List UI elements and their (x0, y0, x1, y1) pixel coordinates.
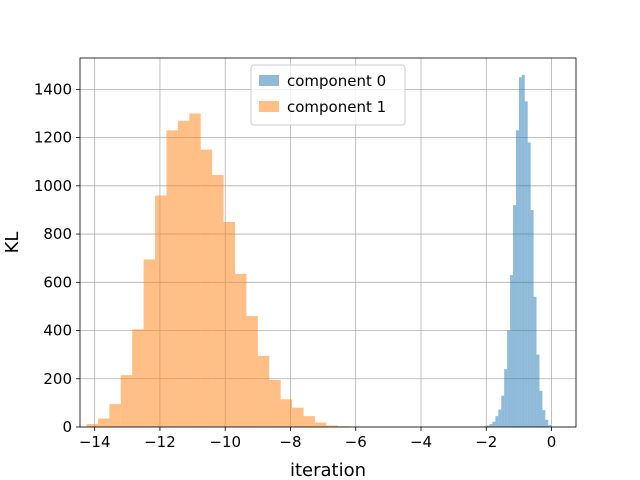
histogram-bar (143, 259, 156, 427)
histogram-bar (548, 425, 552, 427)
histogram-bar (200, 149, 213, 427)
histogram-bar (495, 416, 499, 427)
x-tick-label: −2 (475, 433, 497, 451)
x-axis-label: iteration (290, 460, 366, 480)
histogram-bar (536, 354, 540, 427)
histogram-bar (257, 355, 270, 427)
histogram-bar (515, 130, 519, 427)
histogram-bar (513, 205, 516, 427)
histogram-bar (539, 390, 543, 427)
histogram-bar (235, 273, 247, 427)
histogram-bar (542, 410, 546, 427)
histogram-bar (545, 419, 549, 427)
histogram-bar (521, 74, 525, 427)
histogram-bar (504, 369, 508, 427)
histogram-bar (280, 399, 293, 427)
histogram-bar (489, 424, 493, 427)
series-0-bars (483, 74, 552, 428)
histogram-bar (269, 379, 281, 427)
series-1-bars (86, 113, 361, 428)
legend-swatch (259, 101, 279, 112)
histogram-bar (189, 113, 201, 428)
x-tick-label: −8 (279, 433, 301, 451)
histogram-bar (223, 222, 235, 427)
histogram-bar (527, 142, 531, 428)
x-tick-label: −4 (410, 433, 432, 451)
x-tick-label: −6 (345, 433, 367, 451)
histogram-bar (97, 418, 110, 427)
legend-label: component 0 (287, 72, 386, 90)
y-tick-label: 400 (43, 322, 72, 340)
histogram-bar (109, 404, 121, 427)
histogram-bar (326, 425, 338, 427)
y-tick-label: 1000 (34, 177, 72, 195)
histogram-bar (120, 375, 133, 427)
histogram-bar (314, 422, 327, 427)
histogram-bar (486, 425, 490, 427)
y-tick-label: 200 (43, 370, 72, 388)
histogram-bar (518, 77, 522, 427)
histogram-bar (530, 209, 534, 427)
histogram-bar (303, 416, 315, 427)
legend-box (250, 64, 406, 126)
histogram-bar (177, 120, 190, 428)
y-tick-label: 0 (62, 418, 72, 436)
histogram-bar (510, 275, 514, 427)
histogram-bar (507, 330, 511, 427)
plot-frame (79, 57, 577, 428)
y-tick-label: 600 (43, 273, 72, 291)
ticks: −14 −12 −10 −8 −6 −4 −2 0 0 200 400 600 800 1000 1200 1… (34, 80, 556, 451)
histogram-bar (533, 296, 537, 427)
legend-label: component 1 (287, 98, 386, 116)
histogram-bar (155, 195, 167, 427)
histogram-bar (524, 101, 528, 427)
x-tick-label: −10 (209, 433, 241, 451)
x-tick-label: −12 (144, 433, 176, 451)
histogram-bar (246, 316, 258, 427)
y-tick-label: 1200 (34, 129, 72, 147)
legend: component 0 component 1 (250, 64, 406, 126)
y-axis-label: KL (2, 232, 23, 254)
y-tick-label: 800 (43, 225, 72, 243)
x-tick-label: 0 (547, 433, 557, 451)
histogram-bar (212, 174, 224, 427)
histogram-bar (498, 409, 502, 427)
histogram-bar (86, 424, 98, 427)
histogram-bar (492, 421, 496, 427)
legend-swatch (259, 75, 279, 86)
histogram-bar (501, 395, 505, 427)
y-tick-label: 1400 (34, 80, 72, 98)
histogram-bar (132, 329, 144, 427)
x-tick-label: −14 (79, 433, 111, 451)
histogram-bar (292, 407, 304, 427)
bars (86, 74, 552, 428)
histogram-bar (166, 130, 178, 427)
